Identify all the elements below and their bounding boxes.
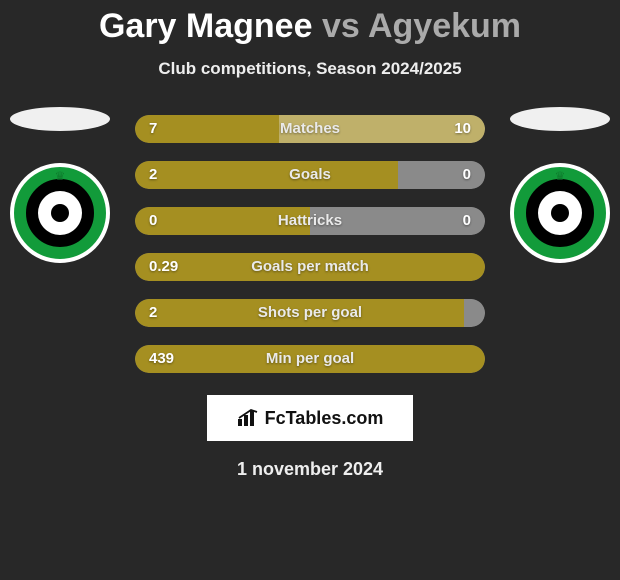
stat-row: Shots per goal2 — [135, 299, 485, 327]
stat-label: Matches — [135, 115, 485, 143]
stat-label: Min per goal — [135, 345, 485, 373]
stat-label: Goals — [135, 161, 485, 189]
stat-value-left: 0 — [149, 207, 157, 235]
player1-flag-icon — [10, 107, 110, 131]
crown-icon: ♛ — [555, 169, 566, 183]
stat-row: Min per goal439 — [135, 345, 485, 373]
stat-value-right: 0 — [463, 207, 471, 235]
date-label: 1 november 2024 — [0, 459, 620, 480]
stat-row: Matches7 10 — [135, 115, 485, 143]
player2-club-badge-icon: ♛ — [510, 163, 610, 263]
crown-icon: ♛ — [55, 169, 66, 183]
comparison-card: Gary Magnee vs Agyekum Club competitions… — [0, 0, 620, 580]
stat-value-left: 2 — [149, 299, 157, 327]
stat-label: Shots per goal — [135, 299, 485, 327]
brand-text: FcTables.com — [265, 408, 384, 429]
brand-badge: FcTables.com — [207, 395, 413, 441]
player1-club-badge-icon: ♛ — [10, 163, 110, 263]
stat-bars: Matches710Goals20Hattricks00Goals per ma… — [135, 115, 485, 373]
stat-value-left: 7 — [149, 115, 157, 143]
stat-value-left: 439 — [149, 345, 174, 373]
brand-chart-icon — [237, 409, 259, 427]
page-title: Gary Magnee vs Agyekum — [0, 0, 620, 45]
player1-name: Gary Magnee — [99, 7, 313, 45]
stat-value-right: 0 — [463, 161, 471, 189]
subtitle: Club competitions, Season 2024/2025 — [0, 59, 620, 79]
player2-name: Agyekum — [368, 7, 521, 45]
stat-label: Goals per match — [135, 253, 485, 281]
player1-column: ♛ — [0, 107, 120, 263]
stat-value-left: 0.29 — [149, 253, 178, 281]
vs-label: vs — [322, 7, 360, 45]
comparison-body: ♛ ♛ Matches710Goals20Hattricks00Goals pe… — [0, 115, 620, 373]
stat-row: Goals2 0 — [135, 161, 485, 189]
stat-value-right: 10 — [454, 115, 471, 143]
stat-value-left: 2 — [149, 161, 157, 189]
stat-row: Goals per match0.29 — [135, 253, 485, 281]
stat-row: Hattricks0 0 — [135, 207, 485, 235]
stat-label: Hattricks — [135, 207, 485, 235]
player2-column: ♛ — [500, 107, 620, 263]
player2-flag-icon — [510, 107, 610, 131]
